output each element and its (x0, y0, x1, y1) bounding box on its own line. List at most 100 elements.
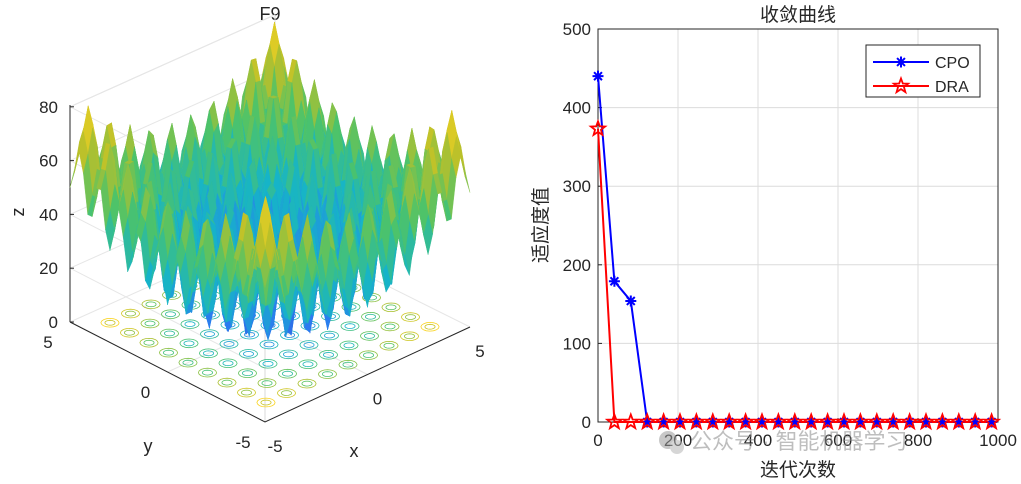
contour-ring (383, 342, 395, 349)
legend-label-dra: DRA (935, 79, 969, 96)
marker-dra (670, 411, 690, 431)
z-tick-label: 20 (39, 259, 58, 278)
contour-ring (241, 370, 254, 377)
convergence-plot-panel: 收敛曲线 02004006008001000 0100200300400500 … (530, 4, 1017, 481)
contour-ring (363, 333, 376, 339)
marker-dra (686, 411, 707, 431)
marker-cpo (625, 295, 637, 307)
contour-ring (162, 349, 175, 356)
z-tick-label: 0 (49, 313, 58, 332)
contour-ring (399, 331, 420, 342)
contour-ring (218, 358, 238, 369)
contour-ring (322, 351, 335, 358)
series-line-cpo (597, 76, 992, 423)
legend-marker-cpo (895, 56, 907, 68)
marker-cpo (887, 416, 899, 428)
contour-ring (184, 321, 196, 328)
contour-ring (263, 341, 275, 348)
contour-ring (277, 368, 298, 379)
x-tick-label: 0 (373, 390, 382, 409)
x-axis-label: x (350, 441, 359, 461)
contour-ring (318, 349, 339, 360)
contour-ring (221, 379, 233, 386)
contour-ring (123, 329, 136, 336)
marker-dra (965, 411, 985, 431)
marker-dra (604, 411, 625, 431)
x-tick-label: 400 (744, 431, 772, 450)
x-tick-label: 5 (475, 342, 484, 361)
contour-ring (203, 331, 216, 337)
contour-ring (139, 337, 159, 348)
contour-ring (160, 309, 181, 320)
contour-ring (256, 397, 276, 408)
contour-ring (182, 359, 194, 366)
legend-box (865, 44, 981, 98)
marker-dra (588, 118, 608, 138)
contour-ring (145, 301, 157, 308)
marker-cpo (871, 416, 883, 428)
legend-marker-dra (891, 75, 911, 95)
y-tick-label: 300 (563, 177, 591, 196)
y-tick-label: -5 (235, 433, 250, 452)
marker-cpo (936, 416, 948, 428)
marker-cpo (838, 416, 850, 428)
y-tick-label: 500 (563, 20, 591, 39)
z-tick-label: 60 (39, 152, 58, 171)
marker-dra (867, 411, 887, 431)
contour-ring (104, 319, 116, 326)
contour-ring (344, 323, 356, 330)
contour-ring (400, 312, 421, 322)
contour-ring (303, 342, 315, 348)
contour-ring (342, 361, 354, 368)
contour-ring (379, 340, 399, 351)
contour-ring (317, 369, 338, 379)
y-tick-label: 0 (582, 413, 591, 432)
marker-cpo (608, 275, 620, 287)
marker-cpo (592, 70, 604, 82)
contour-ring (282, 351, 295, 358)
contour-ring (197, 367, 218, 378)
contour-ring (360, 311, 381, 322)
y-tick-label: 100 (563, 334, 591, 353)
marker-dra (932, 411, 953, 431)
marker-cpo (789, 416, 801, 428)
marker-cpo (805, 416, 817, 428)
contour-ring (237, 368, 258, 379)
marker-dra (719, 411, 739, 431)
x-tick-label: 1000 (979, 431, 1017, 450)
x-tick-label: 600 (824, 431, 852, 450)
marker-dra (801, 411, 821, 431)
marker-cpo (822, 416, 834, 428)
contour-ring (120, 308, 141, 319)
contour-ring (323, 332, 336, 339)
x-tick-label: -5 (267, 437, 282, 456)
marker-cpo (854, 416, 866, 428)
y-tick-label: 0 (141, 383, 150, 402)
marker-dra (834, 411, 854, 431)
series-line-dra (597, 128, 992, 423)
marker-cpo (641, 416, 653, 428)
y-tick-label: 400 (563, 99, 591, 118)
contour-ring (262, 360, 274, 367)
contour-ring (100, 317, 120, 328)
contour-ring (364, 313, 377, 320)
z-tick-labels: 0 20 40 60 80 (39, 98, 74, 332)
contour-ring (180, 319, 200, 329)
marker-dra (735, 411, 756, 431)
contour-ring (424, 323, 436, 330)
legend-label-cpo: CPO (935, 55, 970, 72)
marker-cpo (723, 416, 735, 428)
contour-ring (159, 328, 180, 339)
marker-cpo (904, 416, 916, 428)
contour-ring (163, 330, 176, 337)
wechat-icon-bubble (670, 440, 684, 454)
marker-dra (883, 411, 903, 431)
marker-cpo (920, 416, 932, 428)
contour-ring (140, 318, 160, 329)
contour-ring (385, 304, 397, 311)
contour-ring (280, 390, 293, 396)
convergence-x-label: 迭代次数 (760, 459, 836, 481)
marker-cpo (740, 416, 752, 428)
contour-ring (183, 340, 195, 347)
marker-dra (752, 411, 772, 431)
